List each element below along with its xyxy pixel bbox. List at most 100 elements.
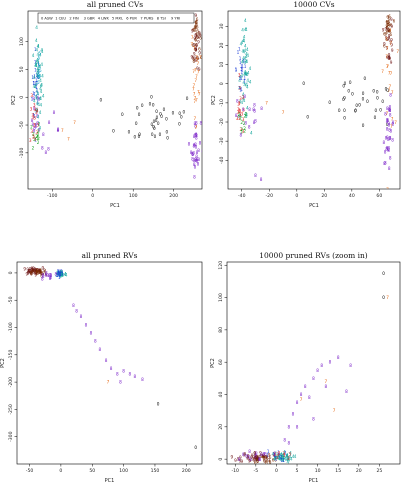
data-point: 4 [61, 273, 64, 278]
data-point: 7 [197, 6, 200, 11]
data-point: 9 [386, 37, 389, 42]
y-tick-label: -50 [19, 121, 25, 129]
data-point: 4 [244, 56, 247, 61]
data-point: 8 [57, 128, 60, 133]
y-axis-label: PC2 [211, 95, 217, 105]
data-point: 6 [387, 19, 390, 24]
legend-entry: 6 PUR [126, 16, 137, 20]
data-point: 9 [196, 66, 199, 71]
data-point: 3 [29, 138, 32, 143]
panel-all-pruned-rvs: all pruned RVs-50 0 50 100 150 200-300-250-20… [0, 251, 203, 484]
data-point: 9 [249, 458, 252, 463]
data-point: 9 [33, 270, 36, 275]
data-point: 0 [302, 81, 305, 86]
data-point: 8 [49, 273, 52, 278]
data-point: 9 [30, 268, 33, 273]
data-point: 8 [247, 454, 250, 459]
data-point: 4 [243, 35, 246, 40]
data-point: 8 [116, 371, 119, 376]
data-point: 8 [75, 309, 78, 314]
data-point: 8 [72, 303, 75, 308]
data-point: 3 [32, 115, 35, 120]
data-point: 4 [37, 44, 40, 49]
data-point: 4 [286, 460, 289, 465]
data-point: 1 [244, 76, 247, 81]
data-point: 6 [390, 22, 393, 27]
data-point: 1 [33, 74, 36, 79]
data-point: 1 [57, 269, 60, 274]
data-point: 6 [274, 458, 277, 463]
data-point: 1 [241, 70, 244, 75]
data-point: 1 [31, 97, 34, 102]
data-point: 4 [59, 272, 62, 277]
data-point: 8 [240, 133, 243, 138]
data-point: 3 [238, 101, 241, 106]
data-point: 6 [386, 23, 389, 28]
data-point: 6 [386, 14, 389, 19]
data-point: 3 [287, 456, 290, 461]
data-point: 4 [33, 75, 36, 80]
data-point: 8 [236, 99, 239, 104]
data-point: 7 [192, 69, 195, 74]
data-point: 3 [237, 102, 240, 107]
data-point: 8 [194, 165, 197, 170]
data-point: 4 [247, 70, 250, 75]
data-point: 4 [64, 272, 67, 277]
data-point: 0 [150, 122, 153, 127]
data-point: 4 [36, 73, 39, 78]
y-tick-label: -20 [219, 118, 225, 126]
data-point: 8 [195, 154, 198, 159]
data-point: 8 [200, 121, 203, 126]
data-point: 0 [349, 80, 352, 85]
data-point: 4 [37, 68, 40, 73]
data-point: 6 [387, 24, 390, 29]
legend-entry: 5 MXL [112, 16, 123, 20]
data-point: 4 [39, 52, 42, 57]
data-point: 1 [34, 84, 37, 89]
data-point: 8 [384, 161, 387, 166]
data-point: 7 [193, 99, 196, 104]
data-point: 9 [192, 56, 195, 61]
data-point: 0 [338, 108, 341, 113]
data-point: 4 [42, 93, 45, 98]
data-point: 0 [354, 108, 357, 113]
data-point: 0 [165, 116, 168, 121]
y-tick-label: 0 [19, 96, 25, 99]
data-point: 4 [244, 70, 247, 75]
data-point: 4 [35, 96, 38, 101]
data-point: 8 [312, 416, 315, 421]
data-point: 2 [243, 121, 246, 126]
data-point: 6 [259, 454, 262, 459]
data-point: 8 [48, 273, 51, 278]
data-points: 4444444444444444444444444444444444444444… [235, 11, 400, 189]
data-point: 6 [193, 57, 196, 62]
data-point: 4 [282, 458, 285, 463]
data-point: 1 [33, 114, 36, 119]
data-point: 5 [39, 68, 42, 73]
data-point: 9 [34, 271, 37, 276]
data-point: 6 [196, 35, 199, 40]
data-point: 9 [262, 454, 265, 459]
data-point: 9 [195, 47, 198, 52]
x-tick-label: 25 [376, 468, 382, 474]
data-point: 8 [110, 366, 113, 371]
data-point: 4 [35, 89, 38, 94]
data-point: 2 [243, 126, 246, 131]
data-point: 6 [194, 25, 197, 30]
data-point: 0 [355, 103, 358, 108]
data-point: 8 [192, 152, 195, 157]
data-point: 9 [31, 268, 34, 273]
data-point: 1 [59, 272, 62, 277]
data-point: 8 [244, 121, 247, 126]
data-point: 7 [396, 49, 399, 54]
data-point: 3 [242, 95, 245, 100]
data-point: 0 [381, 99, 384, 104]
data-point: 4 [60, 272, 63, 277]
data-point: 6 [192, 28, 195, 33]
data-point: 4 [238, 86, 241, 91]
data-point: 0 [156, 115, 159, 120]
data-point: 9 [195, 48, 198, 53]
data-point: 1 [35, 84, 38, 89]
data-point: 9 [243, 453, 246, 458]
data-point: 9 [386, 46, 389, 51]
